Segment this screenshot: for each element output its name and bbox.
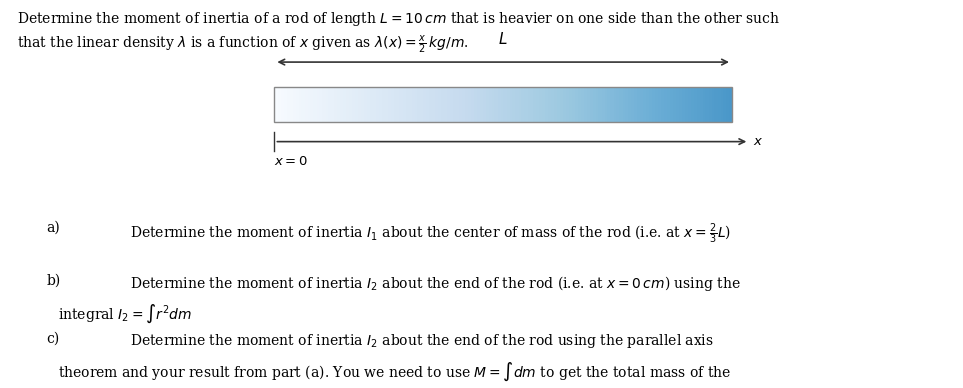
Text: Determine the moment of inertia $I_1$ about the center of mass of the rod (i.e. : Determine the moment of inertia $I_1$ ab… [130,221,731,246]
Text: a): a) [46,221,60,235]
Text: that the linear density $\lambda$ is a function of $x$ given as $\lambda(x) = \f: that the linear density $\lambda$ is a f… [17,33,469,55]
Text: $x = 0$: $x = 0$ [274,155,308,168]
Text: Determine the moment of inertia $I_2$ about the end of the rod using the paralle: Determine the moment of inertia $I_2$ ab… [130,332,714,350]
Text: b): b) [46,274,61,288]
Text: $L$: $L$ [499,31,508,47]
Text: theorem and your result from part (a). You we need to use $M = \int dm$ to get t: theorem and your result from part (a). Y… [58,361,731,383]
Bar [274,87,732,122]
Text: Determine the moment of inertia $I_2$ about the end of the rod (i.e. at $x = 0\,: Determine the moment of inertia $I_2$ ab… [130,274,741,293]
Text: c): c) [46,332,60,346]
Text: $x$: $x$ [753,135,764,148]
Text: Determine the moment of inertia of a rod of length $L = 10\,cm$ that is heavier : Determine the moment of inertia of a rod… [17,10,781,28]
Text: integral $I_2 = \int r^2 dm$: integral $I_2 = \int r^2 dm$ [58,303,192,325]
